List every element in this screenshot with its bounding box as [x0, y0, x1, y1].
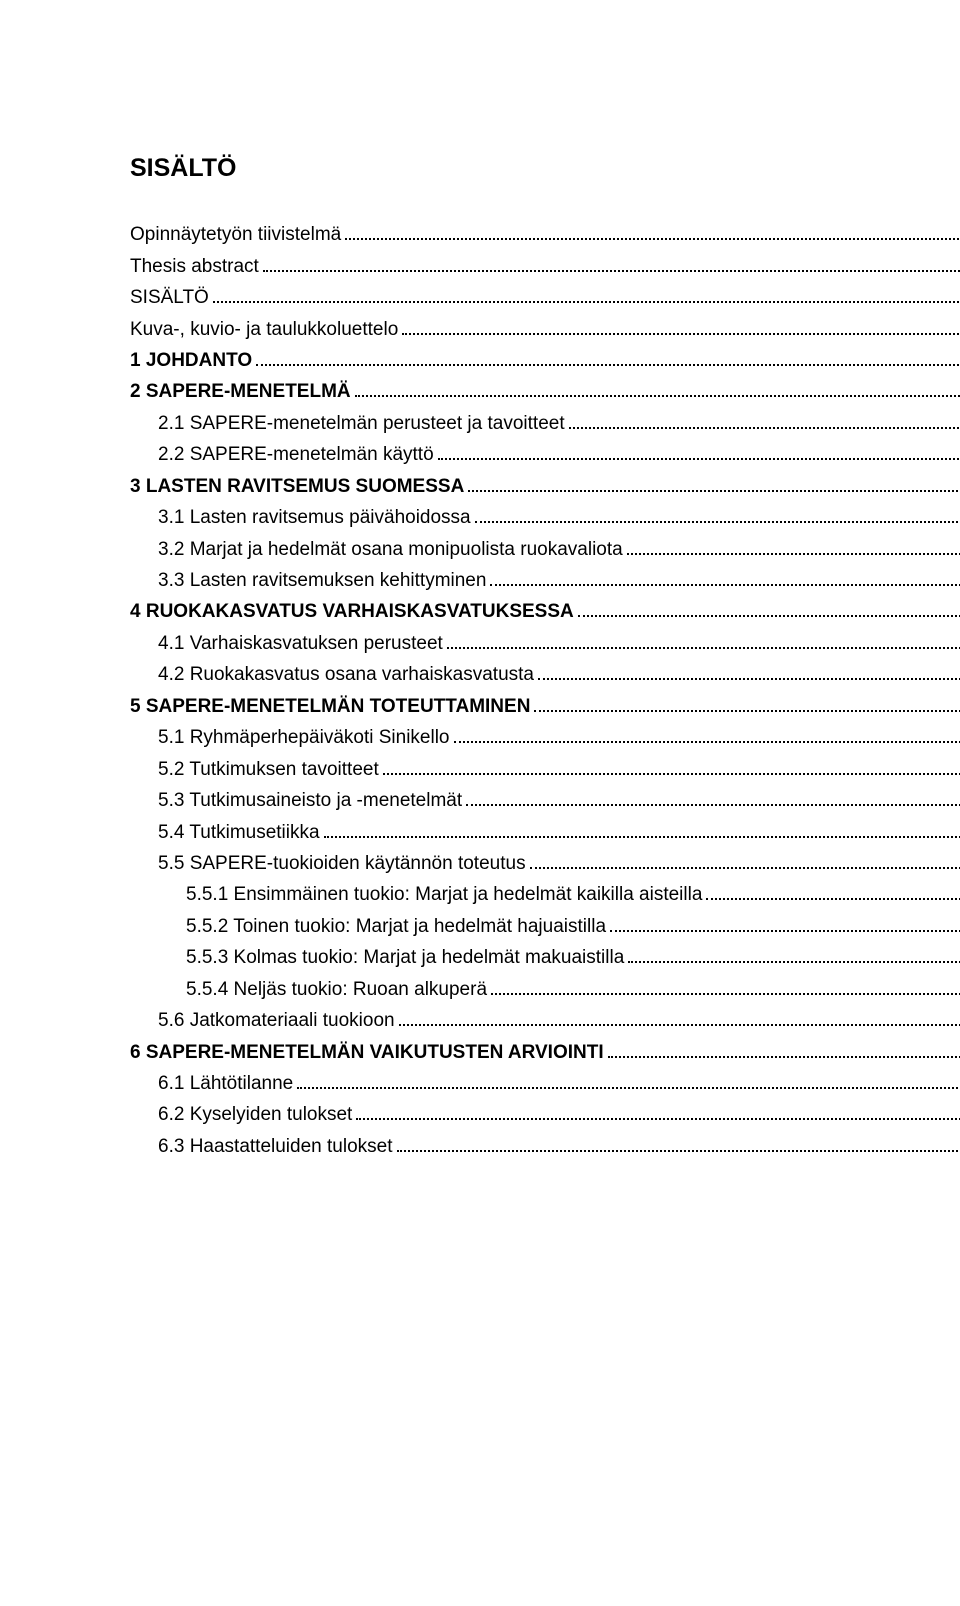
toc-entry: 1 JOHDANTO7 — [130, 346, 960, 375]
toc-entry: 5 SAPERE-MENETELMÄN TOTEUTTAMINEN18 — [130, 692, 960, 721]
toc-entry: 5.2 Tutkimuksen tavoitteet19 — [130, 755, 960, 784]
toc-entry: Thesis abstract3 — [130, 252, 960, 281]
toc-entry: 5.6 Jatkomateriaali tuokioon29 — [130, 1006, 960, 1035]
toc-entry: 5.5.2 Toinen tuokio: Marjat ja hedelmät … — [130, 912, 960, 941]
toc-entry-label: 5.3 Tutkimusaineisto ja -menetelmät — [158, 786, 462, 815]
toc-leader-dots — [608, 1038, 960, 1057]
toc-entry-label: Kuva-, kuvio- ja taulukkoluettelo — [130, 315, 398, 344]
toc-entry-label: Opinnäytetyön tiivistelmä — [130, 220, 341, 249]
toc-leader-dots — [213, 284, 960, 303]
toc-entry: 2.2 SAPERE-menetelmän käyttö9 — [130, 440, 960, 469]
toc-entry: 5.4 Tutkimusetiikka21 — [130, 818, 960, 847]
toc-entry: 5.5.1 Ensimmäinen tuokio: Marjat ja hede… — [130, 880, 960, 909]
toc-entry-label: 5.4 Tutkimusetiikka — [158, 818, 320, 847]
toc-leader-dots — [345, 221, 960, 240]
toc-entry: 4.2 Ruokakasvatus osana varhaiskasvatust… — [130, 660, 960, 689]
toc-entry: 5.5 SAPERE-tuokioiden käytännön toteutus… — [130, 849, 960, 878]
toc-entry: 3.1 Lasten ravitsemus päivähoidossa11 — [130, 503, 960, 532]
toc-entry-label: 3 LASTEN RAVITSEMUS SUOMESSA — [130, 472, 464, 501]
toc-entry-label: 3.2 Marjat ja hedelmät osana monipuolist… — [158, 535, 623, 564]
toc-leader-dots — [356, 1101, 960, 1120]
toc-leader-dots — [256, 347, 960, 366]
toc-entry: 5.1 Ryhmäperhepäiväkoti Sinikello18 — [130, 723, 960, 752]
toc-entry-label: 5.5.3 Kolmas tuokio: Marjat ja hedelmät … — [186, 943, 624, 972]
toc-leader-dots — [263, 253, 960, 272]
toc-leader-dots — [569, 410, 960, 429]
toc-entry: 6.1 Lähtötilanne31 — [130, 1069, 960, 1098]
toc-entry-label: 5.2 Tutkimuksen tavoitteet — [158, 755, 379, 784]
toc-entry-label: 3.1 Lasten ravitsemus päivähoidossa — [158, 503, 471, 532]
toc-entry-label: 5.5.1 Ensimmäinen tuokio: Marjat ja hede… — [186, 880, 702, 909]
toc-leader-dots — [534, 693, 960, 712]
toc-entry-label: 4 RUOKAKASVATUS VARHAISKASVATUKSESSA — [130, 597, 574, 626]
toc-leader-dots — [438, 441, 960, 460]
toc-entry: 4.1 Varhaiskasvatuksen perusteet15 — [130, 629, 960, 658]
document-heading: SISÄLTÖ — [130, 149, 960, 188]
toc-entry: 5.5.4 Neljäs tuokio: Ruoan alkuperä27 — [130, 975, 960, 1004]
toc-entry: 5.5.3 Kolmas tuokio: Marjat ja hedelmät … — [130, 943, 960, 972]
toc-leader-dots — [454, 724, 960, 743]
toc-leader-dots — [491, 976, 960, 995]
toc-entry: 6.3 Haastatteluiden tulokset36 — [130, 1132, 960, 1161]
toc-entry-label: 2.1 SAPERE-menetelmän perusteet ja tavoi… — [158, 409, 565, 438]
toc-entry-label: 5.5 SAPERE-tuokioiden käytännön toteutus — [158, 849, 526, 878]
toc-leader-dots — [397, 1133, 960, 1152]
toc-leader-dots — [578, 598, 960, 617]
toc-entry: 2.1 SAPERE-menetelmän perusteet ja tavoi… — [130, 409, 960, 438]
toc-entry: 4 RUOKAKASVATUS VARHAISKASVATUKSESSA15 — [130, 597, 960, 626]
toc-leader-dots — [399, 1007, 960, 1026]
toc-leader-dots — [468, 473, 960, 492]
toc-entry: Kuva-, kuvio- ja taulukkoluettelo6 — [130, 315, 960, 344]
toc-entry-label: 5.5.2 Toinen tuokio: Marjat ja hedelmät … — [186, 912, 606, 941]
toc-entry-label: 6.1 Lähtötilanne — [158, 1069, 293, 1098]
toc-entry-label: Thesis abstract — [130, 252, 259, 281]
toc-entry-label: 6 SAPERE-MENETELMÄN VAIKUTUSTEN ARVIOINT… — [130, 1038, 604, 1067]
toc-entry: 3.3 Lasten ravitsemuksen kehittyminen13 — [130, 566, 960, 595]
toc-leader-dots — [447, 630, 960, 649]
toc-entry-label: 4.1 Varhaiskasvatuksen perusteet — [158, 629, 443, 658]
toc-leader-dots — [475, 504, 960, 523]
toc-entry: Opinnäytetyön tiivistelmä2 — [130, 220, 960, 249]
toc-leader-dots — [402, 315, 960, 334]
toc-entry: 5.3 Tutkimusaineisto ja -menetelmät19 — [130, 786, 960, 815]
toc-entry: 3 LASTEN RAVITSEMUS SUOMESSA11 — [130, 472, 960, 501]
toc-entry-label: SISÄLTÖ — [130, 283, 209, 312]
toc-entry: 3.2 Marjat ja hedelmät osana monipuolist… — [130, 535, 960, 564]
toc-leader-dots — [355, 378, 960, 397]
page-number: 4 — [130, 60, 960, 89]
toc-entry: 2 SAPERE-MENETELMÄ8 — [130, 377, 960, 406]
toc-entry: SISÄLTÖ4 — [130, 283, 960, 312]
toc-leader-dots — [628, 944, 960, 963]
toc-entry: 6 SAPERE-MENETELMÄN VAIKUTUSTEN ARVIOINT… — [130, 1038, 960, 1067]
toc-entry-label: 4.2 Ruokakasvatus osana varhaiskasvatust… — [158, 660, 534, 689]
toc-entry-label: 6.2 Kyselyiden tulokset — [158, 1100, 352, 1129]
toc-entry: 6.2 Kyselyiden tulokset33 — [130, 1100, 960, 1129]
table-of-contents: Opinnäytetyön tiivistelmä2 Thesis abstrac… — [130, 220, 960, 1161]
toc-leader-dots — [538, 661, 960, 680]
toc-leader-dots — [383, 756, 960, 775]
toc-entry-label: 5.5.4 Neljäs tuokio: Ruoan alkuperä — [186, 975, 487, 1004]
toc-entry-label: 3.3 Lasten ravitsemuksen kehittyminen — [158, 566, 486, 595]
toc-entry-label: 2.2 SAPERE-menetelmän käyttö — [158, 440, 434, 469]
toc-entry-label: 2 SAPERE-MENETELMÄ — [130, 377, 351, 406]
toc-leader-dots — [627, 535, 960, 554]
toc-leader-dots — [530, 850, 960, 869]
toc-entry-label: 6.3 Haastatteluiden tulokset — [158, 1132, 393, 1161]
toc-leader-dots — [297, 1070, 960, 1089]
toc-leader-dots — [324, 818, 960, 837]
toc-leader-dots — [466, 787, 960, 806]
toc-entry-label: 5 SAPERE-MENETELMÄN TOTEUTTAMINEN — [130, 692, 530, 721]
toc-entry-label: 5.6 Jatkomateriaali tuokioon — [158, 1006, 395, 1035]
toc-leader-dots — [610, 913, 960, 932]
toc-entry-label: 1 JOHDANTO — [130, 346, 252, 375]
toc-entry-label: 5.1 Ryhmäperhepäiväkoti Sinikello — [158, 723, 450, 752]
toc-leader-dots — [490, 567, 960, 586]
toc-leader-dots — [706, 881, 960, 900]
